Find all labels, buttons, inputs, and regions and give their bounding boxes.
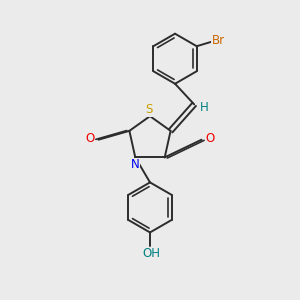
Text: O: O: [205, 132, 214, 145]
Text: H: H: [200, 101, 209, 114]
Text: Br: Br: [212, 34, 225, 47]
Text: S: S: [145, 103, 152, 116]
Text: O: O: [85, 132, 95, 145]
Text: OH: OH: [142, 247, 160, 260]
Text: N: N: [131, 158, 140, 171]
